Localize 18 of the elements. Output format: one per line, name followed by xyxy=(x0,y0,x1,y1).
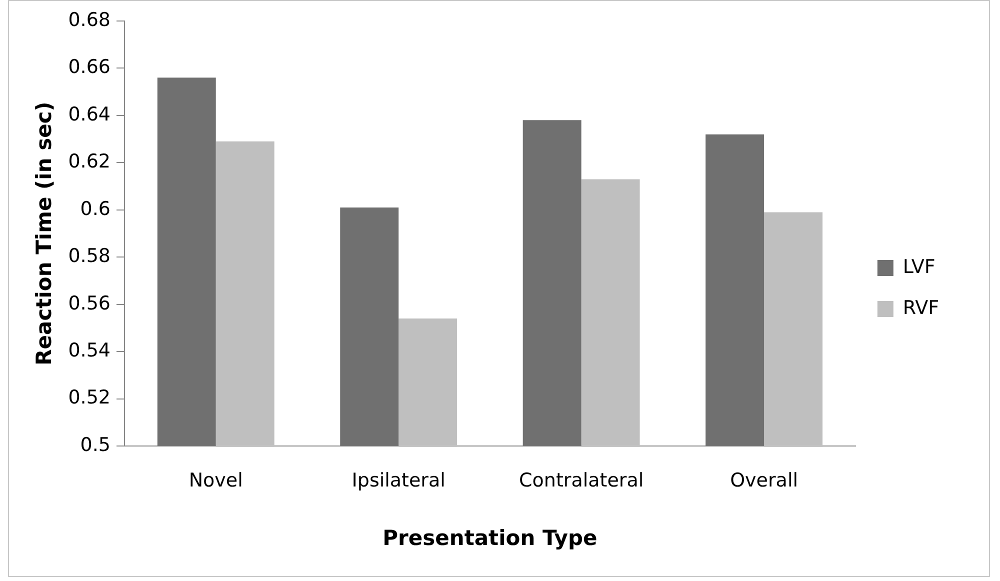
y-tick-label: 0.5 xyxy=(80,434,111,456)
x-tick-label: Novel xyxy=(188,469,243,492)
y-tick-label: 0.52 xyxy=(68,386,111,409)
y-tick-label: 0.68 xyxy=(68,8,111,31)
y-axis-title: Reaction Time (in sec) xyxy=(32,102,56,366)
y-tick-label: 0.58 xyxy=(68,245,111,268)
legend-label: RVF xyxy=(902,296,940,319)
y-tick-label: 0.66 xyxy=(68,56,111,78)
y-tick-label: 0.64 xyxy=(68,103,111,126)
y-tick-label: 0.6 xyxy=(80,198,111,220)
y-tick-label: 0.54 xyxy=(68,339,111,362)
y-tick-label: 0.56 xyxy=(68,292,111,314)
legend-label: LVF xyxy=(902,256,936,278)
x-tick-label: Contralateral xyxy=(519,469,644,492)
x-tick-label: Overall xyxy=(730,469,798,492)
y-tick-label: 0.62 xyxy=(68,150,111,173)
x-tick-label: Ipsilateral xyxy=(352,469,446,492)
x-axis-title: Presentation Type xyxy=(382,526,598,550)
